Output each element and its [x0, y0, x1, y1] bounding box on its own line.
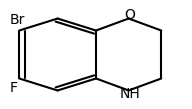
Text: Br: Br [10, 13, 25, 27]
Text: F: F [9, 81, 17, 95]
Text: O: O [124, 8, 135, 22]
Text: NH: NH [119, 87, 140, 101]
